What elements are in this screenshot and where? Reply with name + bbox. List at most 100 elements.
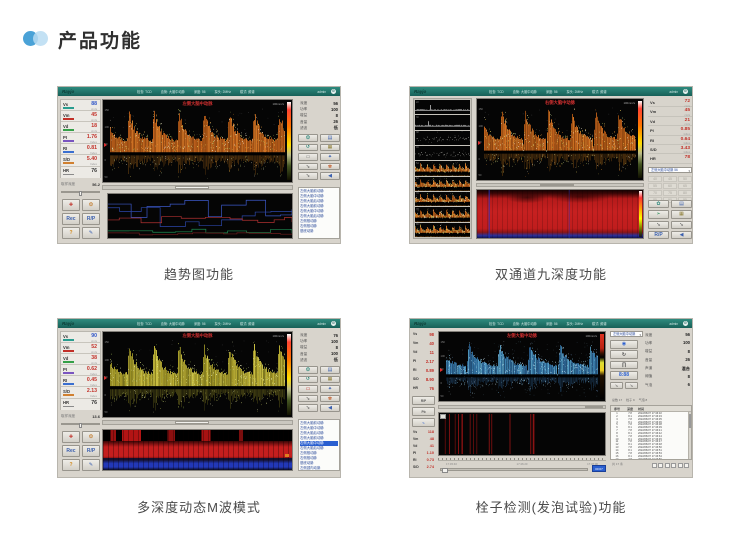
depth-strip[interactable]: 70 [415, 191, 470, 207]
scroll-thumb[interactable] [174, 186, 209, 189]
vessel-item[interactable]: 左侧大脑后动脉 [300, 431, 324, 435]
titlebar-item[interactable]: 探头: 2MHz [214, 322, 232, 326]
page-button[interactable] [671, 463, 676, 468]
horizontal-scrollbar[interactable] [476, 183, 644, 187]
vessel-item[interactable]: 右侧大脑后动脉 [300, 214, 324, 218]
scroll-thumb[interactable] [689, 414, 691, 428]
tool-button[interactable]: ✎ [82, 459, 100, 471]
slider-thumb[interactable] [78, 422, 82, 428]
page-button[interactable] [684, 463, 689, 468]
tool-button[interactable]: ✚ [62, 199, 80, 211]
vessel-item[interactable]: 左侧大脑后动脉 [300, 199, 324, 203]
depth-strip[interactable]: 38 [415, 130, 470, 145]
slider-track[interactable] [61, 190, 100, 196]
vessel-item[interactable]: 左侧椎动脉 [300, 219, 317, 223]
scroll-thumb[interactable] [174, 421, 209, 424]
titlebar-item[interactable]: 深度: 56 [545, 322, 558, 326]
tool-button[interactable]: ✎ [82, 227, 100, 239]
depth-grid-cell[interactable]: 70 [648, 190, 662, 196]
titlebar-item[interactable]: 探头: 2MHz [566, 322, 584, 326]
table-row[interactable]: 5 7.8 2022/06/07 17:46:38 [611, 423, 691, 426]
titlebar-item[interactable]: 探头: 2MHz [566, 90, 584, 94]
tool-button[interactable]: ∏ [610, 360, 638, 370]
titlebar-item[interactable]: 检查: TCD [137, 90, 152, 94]
table-row[interactable]: 7 7.8 2022/06/07 17:46:41 [611, 429, 691, 432]
gear-icon[interactable]: ⚙ [331, 321, 336, 326]
depth-strip[interactable]: 46 [415, 145, 470, 161]
timeline-slider[interactable] [440, 468, 588, 473]
depth-grid-cell[interactable]: 80 [678, 190, 692, 196]
tool-button[interactable]: ▤ [320, 366, 340, 374]
vessel-item[interactable]: 左侧大脑中动脉 [300, 426, 324, 430]
scroll-thumb[interactable] [540, 184, 575, 186]
tool-button[interactable]: ✾ [320, 394, 340, 403]
tool-button[interactable]: ▦ [320, 143, 340, 152]
depth-grid-cell[interactable]: 65 [678, 183, 692, 189]
titlebar-item[interactable]: 模式: 频谱 [240, 90, 255, 94]
user-label[interactable]: admin [317, 89, 326, 94]
table-row[interactable]: 9 7.8 2022/06/07 17:46:44 [611, 435, 691, 438]
vessel-item[interactable]: 左侧大脑中动脉 [300, 194, 324, 198]
user-label[interactable]: admin [669, 321, 678, 326]
tool-button[interactable]: ↻ [610, 350, 638, 360]
titlebar-item[interactable]: 深度: 56 [193, 322, 206, 326]
depth-grid-cell[interactable]: 60 [663, 183, 677, 189]
vessel-item[interactable]: 左侧大脑前动脉 [300, 421, 324, 425]
titlebar-item[interactable]: 血管: 大脑中动脉 [160, 322, 185, 326]
horizontal-scrollbar[interactable] [438, 405, 606, 409]
titlebar-item[interactable]: 血管: 大脑中动脉 [512, 90, 537, 94]
table-row[interactable]: 14 8.1 2022/06/07 17:46:51 [611, 449, 691, 452]
titlebar-item[interactable]: 血管: 大脑中动脉 [512, 322, 537, 326]
vessel-item[interactable]: 左侧大脑前动脉 [300, 189, 324, 193]
tool-button[interactable]: ❂ [298, 366, 318, 374]
depth-grid-cell[interactable]: 45 [663, 176, 677, 182]
table-row[interactable]: 17 7.8 2022/06/07 17:46:56 [611, 458, 691, 459]
tool-button[interactable]: ∿ [412, 418, 435, 427]
depth-strip[interactable]: 62 [415, 176, 470, 191]
vessel-item[interactable]: 右侧大脑前动脉 [300, 436, 324, 440]
tool-button[interactable]: ➢ [648, 210, 669, 219]
tool-button[interactable]: ▭ [298, 385, 318, 393]
user-label[interactable]: admin [669, 89, 678, 94]
depth-strip[interactable]: 22 [415, 100, 470, 115]
tool-button[interactable]: ✿ [648, 200, 669, 209]
tool-button[interactable]: ▦ [671, 210, 692, 219]
tool-button[interactable]: ? [62, 227, 80, 239]
depth-strip[interactable]: 30 [415, 115, 470, 130]
vessel-item[interactable]: 右侧大脑中动脉 [300, 441, 338, 446]
gear-icon[interactable]: ⚙ [331, 89, 336, 94]
tool-button[interactable]: ? [62, 459, 80, 471]
titlebar-item[interactable]: 检查: TCD [137, 322, 152, 326]
titlebar-item[interactable]: 血管: 大脑中动脉 [160, 90, 185, 94]
tool-button[interactable]: ✦ [320, 153, 340, 161]
tool-button[interactable]: ✾ [320, 162, 340, 171]
tool-button[interactable]: ↺ [298, 375, 318, 384]
vessel-item[interactable]: 基底动脉 [300, 461, 314, 465]
tool-button[interactable]: R/P [648, 230, 669, 239]
titlebar-item[interactable]: 探头: 2MHz [214, 90, 232, 94]
tool-button[interactable]: R/P [82, 213, 100, 225]
titlebar-item[interactable]: 深度: 56 [545, 90, 558, 94]
vessel-item[interactable]: 右侧椎动脉 [300, 224, 317, 228]
tool-button[interactable]: ➘ [298, 162, 318, 171]
table-row[interactable]: 8 8.1 2022/06/07 17:46:42 [611, 432, 691, 435]
tool-button[interactable]: ❂ [298, 134, 318, 142]
titlebar-item[interactable]: 模式: 频谱 [240, 322, 255, 326]
depth-strip[interactable]: 78 [415, 207, 470, 222]
table-row[interactable]: 4 8.1 2022/06/07 17:46:36 [611, 421, 691, 424]
depth-grid-cell[interactable]: 55 [648, 183, 662, 189]
vessel-item[interactable]: 右侧椎动脉 [300, 456, 317, 460]
depth-strip[interactable]: 86 [415, 222, 470, 237]
tool-button[interactable]: Rec [62, 445, 80, 457]
tool-button[interactable]: ➘ [298, 404, 318, 412]
horizontal-scrollbar[interactable] [102, 420, 293, 425]
tool-button[interactable]: ✦ [320, 385, 340, 393]
tool-button[interactable]: ✚ [62, 431, 80, 443]
tool-button[interactable]: ▭ [298, 153, 318, 161]
tool-button[interactable]: ▦ [320, 375, 340, 384]
vessel-dropdown[interactable]: 左侧大脑中动脉 ▾ [610, 331, 643, 337]
depth-grid-cell[interactable]: 40 [648, 176, 662, 182]
depth-grid-cell[interactable]: 50 [678, 176, 692, 182]
tool-button[interactable]: ➘ [671, 220, 692, 229]
depth-strip[interactable]: 54 [415, 161, 470, 176]
